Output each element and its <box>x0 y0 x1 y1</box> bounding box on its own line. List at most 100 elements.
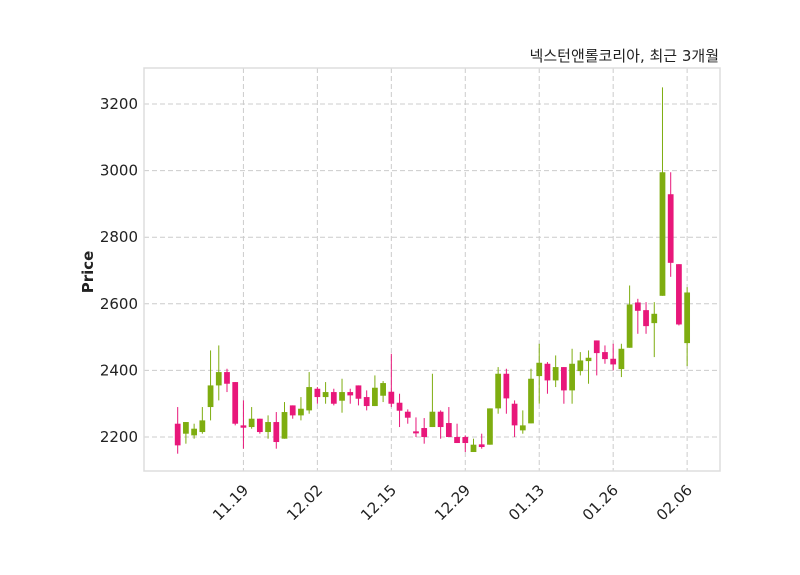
candle-body <box>207 385 214 408</box>
candle <box>585 350 592 384</box>
candle <box>265 415 271 439</box>
candle <box>273 412 280 449</box>
candle <box>314 387 321 404</box>
candle <box>552 355 559 388</box>
candle-body <box>634 302 641 311</box>
candle-body <box>355 385 362 399</box>
candle <box>684 287 691 367</box>
candle <box>339 378 345 413</box>
candle-body <box>240 425 247 428</box>
y-tick-label: 2200 <box>100 428 138 446</box>
candle <box>240 400 247 449</box>
candle <box>429 373 436 428</box>
x-tick-label: 02.06 <box>653 481 696 524</box>
x-axis: 11.19 12.02 12.15 12.29 01.13 01.26 02.06 <box>209 481 696 524</box>
candle <box>454 423 460 444</box>
candle <box>199 407 206 434</box>
candle <box>528 368 534 424</box>
candle <box>248 407 255 429</box>
plot-frame <box>143 67 721 472</box>
candle <box>561 367 567 404</box>
x-tick-label: 12.02 <box>283 481 326 524</box>
candle-body <box>462 437 469 444</box>
candle-body <box>224 372 230 384</box>
candle <box>388 353 395 408</box>
candle <box>503 368 510 414</box>
candle <box>659 87 666 296</box>
candle-body <box>651 313 658 324</box>
x-tick-label: 12.29 <box>431 481 474 524</box>
candle <box>396 393 403 428</box>
candle-body <box>215 372 222 386</box>
candle-body <box>667 194 674 263</box>
y-tick-label: 2400 <box>100 361 138 379</box>
candles <box>174 87 691 454</box>
candle-body <box>347 392 354 396</box>
candle-body <box>544 363 551 381</box>
candle <box>602 345 608 364</box>
candle-body <box>183 422 189 434</box>
candle-body <box>199 420 206 433</box>
candle <box>569 348 575 404</box>
candle-body <box>577 360 584 372</box>
candle <box>445 407 452 438</box>
candle <box>536 343 543 404</box>
candle-body <box>470 444 477 453</box>
candle <box>191 423 197 439</box>
candle <box>215 345 222 401</box>
candle <box>610 343 617 371</box>
candle-body <box>519 425 526 431</box>
candle-body <box>585 357 592 362</box>
candle-body <box>174 423 181 446</box>
candle <box>511 400 518 438</box>
candle <box>643 302 649 334</box>
y-tick-label: 3200 <box>100 95 138 113</box>
candle <box>462 435 469 453</box>
candle <box>256 418 263 434</box>
candle-body <box>232 382 239 424</box>
candle <box>618 343 625 378</box>
candle-body <box>421 428 428 438</box>
candle <box>289 405 296 419</box>
candle-body <box>643 310 649 327</box>
candle-body <box>248 418 255 428</box>
x-tick-label: 12.15 <box>357 481 400 524</box>
candle <box>380 381 386 403</box>
grid <box>144 68 720 471</box>
x-tick-label: 01.13 <box>505 481 548 524</box>
candle-body <box>454 437 460 444</box>
candle <box>544 362 551 394</box>
candle-body <box>413 431 419 434</box>
candle <box>306 372 313 414</box>
candle <box>281 402 288 439</box>
candle <box>330 388 337 406</box>
candle <box>593 340 600 376</box>
candle <box>174 407 181 454</box>
candle-body <box>503 373 510 399</box>
candle <box>363 390 370 411</box>
candle-body <box>429 411 436 428</box>
candle <box>404 409 411 424</box>
candle-body <box>511 403 518 426</box>
candle <box>421 418 428 444</box>
candle-body <box>536 362 543 377</box>
y-tick-label: 2600 <box>100 295 138 313</box>
candle <box>495 367 502 414</box>
candle-body <box>306 387 313 411</box>
x-tick-label: 11.19 <box>209 481 252 524</box>
candle <box>651 302 658 358</box>
candle <box>347 388 354 404</box>
candle-body <box>298 408 304 416</box>
y-axis-label: Price <box>79 251 97 294</box>
candle <box>298 397 304 421</box>
candle <box>372 375 378 407</box>
candle-body <box>339 392 345 401</box>
candle-body <box>322 392 329 398</box>
y-tick-label: 2800 <box>100 228 138 246</box>
candle-body <box>281 412 288 439</box>
candle <box>224 368 230 393</box>
candle-body <box>273 422 280 443</box>
candle-body <box>528 378 534 424</box>
